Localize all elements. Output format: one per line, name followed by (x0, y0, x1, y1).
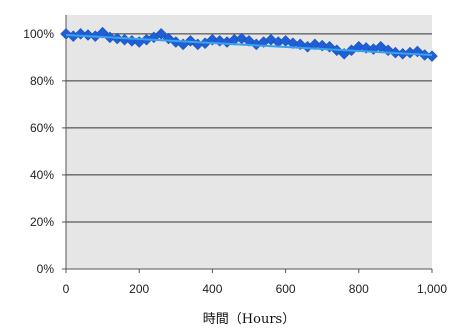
y-tick-label-3: 60% (30, 121, 54, 135)
x-tick-label-2: 400 (202, 282, 222, 296)
plot-area (66, 15, 432, 269)
data-point-34 (309, 38, 321, 51)
data-point-3 (82, 29, 94, 41)
data-point-31 (287, 37, 299, 50)
y-tick-labels: 0% 20% 40% 60% 80% 100% (23, 27, 54, 276)
series-layer (60, 26, 438, 63)
x-tick-label-3: 600 (276, 282, 296, 296)
x-tick-label-1: 200 (129, 282, 149, 296)
y-tick-label-5: 100% (23, 27, 54, 41)
x-tick-label-5: 1,000 (417, 282, 447, 296)
y-tick-label-4: 80% (30, 74, 54, 88)
y-tick-label-1: 20% (30, 215, 54, 229)
x-tick-label-0: 0 (63, 282, 70, 296)
y-tick-label-0: 0% (37, 262, 55, 276)
x-tick-label-4: 800 (349, 282, 369, 296)
trendline (65, 33, 433, 56)
x-tick-labels: 0 200 400 600 800 1,000 (63, 282, 448, 296)
x-axis-title: 時間（Hours） (203, 312, 295, 327)
data-point-5 (96, 26, 109, 39)
grid-layer (66, 33, 432, 223)
y-tick-label-2: 40% (30, 168, 54, 182)
data-point-40 (352, 40, 365, 53)
